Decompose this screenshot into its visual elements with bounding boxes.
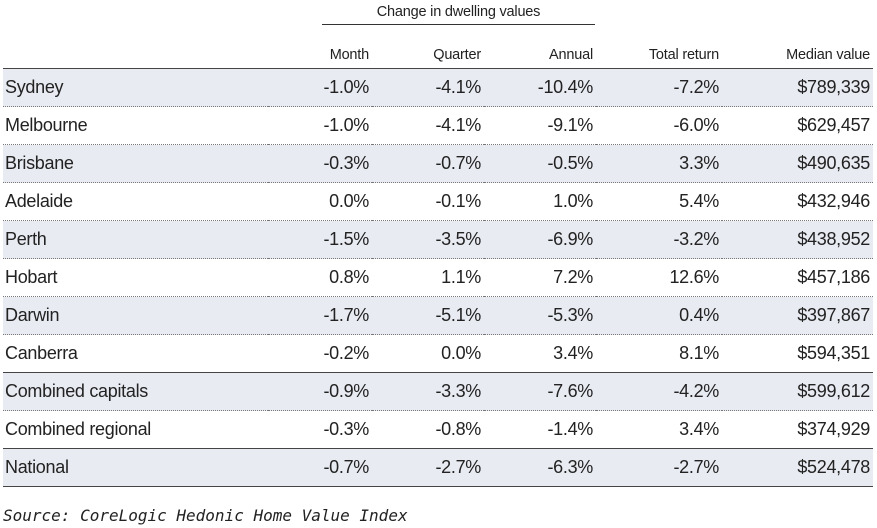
region-name: National: [3, 448, 268, 487]
quarter-change: -0.7%: [372, 144, 484, 183]
annual-change: -1.4%: [484, 410, 596, 449]
table-header-row: Month Quarter Annual Total return Median…: [3, 26, 873, 69]
column-header-quarter: Quarter: [372, 26, 484, 69]
median-value: $599,612: [722, 372, 873, 411]
column-header-region: [3, 26, 268, 69]
month-change: -0.7%: [268, 448, 372, 487]
median-value: $490,635: [722, 144, 873, 183]
median-value: $397,867: [722, 296, 873, 335]
median-value: $438,952: [722, 220, 873, 259]
column-header-annual: Annual: [484, 26, 596, 69]
annual-change: -6.3%: [484, 448, 596, 487]
region-name: Brisbane: [3, 144, 268, 183]
region-name: Sydney: [3, 68, 268, 107]
month-change: -1.0%: [268, 106, 372, 145]
quarter-change: 0.0%: [372, 334, 484, 373]
table-row: Combined regional -0.3% -0.8% -1.4% 3.4%…: [3, 410, 873, 449]
month-change: -1.7%: [268, 296, 372, 335]
median-value: $629,457: [722, 106, 873, 145]
month-change: -1.0%: [268, 68, 372, 107]
quarter-change: -3.5%: [372, 220, 484, 259]
table-row: Darwin -1.7% -5.1% -5.3% 0.4% $397,867: [3, 296, 873, 335]
annual-change: -7.6%: [484, 372, 596, 411]
total-return: 12.6%: [596, 258, 722, 297]
quarter-change: -2.7%: [372, 448, 484, 487]
quarter-change: 1.1%: [372, 258, 484, 297]
median-value: $374,929: [722, 410, 873, 449]
group-header-change-in-dwelling-values: Change in dwelling values: [322, 2, 595, 25]
total-return: -2.7%: [596, 448, 722, 487]
table-row: Adelaide 0.0% -0.1% 1.0% 5.4% $432,946: [3, 182, 873, 221]
total-return: 3.3%: [596, 144, 722, 183]
month-change: -0.3%: [268, 144, 372, 183]
annual-change: 1.0%: [484, 182, 596, 221]
quarter-change: -4.1%: [372, 106, 484, 145]
quarter-change: -0.8%: [372, 410, 484, 449]
table-row: Canberra -0.2% 0.0% 3.4% 8.1% $594,351: [3, 334, 873, 373]
table-row: Brisbane -0.3% -0.7% -0.5% 3.3% $490,635: [3, 144, 873, 183]
month-change: -1.5%: [268, 220, 372, 259]
source-note: Source: CoreLogic Hedonic Home Value Ind…: [3, 506, 408, 525]
annual-change: 3.4%: [484, 334, 596, 373]
quarter-change: -0.1%: [372, 182, 484, 221]
total-return: 0.4%: [596, 296, 722, 335]
median-value: $457,186: [722, 258, 873, 297]
table-row: Melbourne -1.0% -4.1% -9.1% -6.0% $629,4…: [3, 106, 873, 145]
table-row: Perth -1.5% -3.5% -6.9% -3.2% $438,952: [3, 220, 873, 259]
total-return: -7.2%: [596, 68, 722, 107]
median-value: $432,946: [722, 182, 873, 221]
annual-change: -10.4%: [484, 68, 596, 107]
annual-change: -0.5%: [484, 144, 596, 183]
region-name: Combined capitals: [3, 372, 268, 411]
annual-change: -6.9%: [484, 220, 596, 259]
region-name: Hobart: [3, 258, 268, 297]
region-name: Canberra: [3, 334, 268, 373]
column-header-median-value: Median value: [722, 26, 873, 69]
annual-change: -9.1%: [484, 106, 596, 145]
annual-change: 7.2%: [484, 258, 596, 297]
total-return: 8.1%: [596, 334, 722, 373]
total-return: 5.4%: [596, 182, 722, 221]
total-return: -4.2%: [596, 372, 722, 411]
quarter-change: -5.1%: [372, 296, 484, 335]
median-value: $789,339: [722, 68, 873, 107]
month-change: -0.3%: [268, 410, 372, 449]
column-header-total-return: Total return: [596, 26, 722, 69]
table-row: National -0.7% -2.7% -6.3% -2.7% $524,47…: [3, 448, 873, 487]
quarter-change: -4.1%: [372, 68, 484, 107]
total-return: 3.4%: [596, 410, 722, 449]
month-change: -0.2%: [268, 334, 372, 373]
median-value: $594,351: [722, 334, 873, 373]
median-value: $524,478: [722, 448, 873, 487]
month-change: 0.8%: [268, 258, 372, 297]
region-name: Melbourne: [3, 106, 268, 145]
column-header-month: Month: [268, 26, 372, 69]
table-row: Hobart 0.8% 1.1% 7.2% 12.6% $457,186: [3, 258, 873, 297]
month-change: 0.0%: [268, 182, 372, 221]
annual-change: -5.3%: [484, 296, 596, 335]
region-name: Combined regional: [3, 410, 268, 449]
total-return: -6.0%: [596, 106, 722, 145]
quarter-change: -3.3%: [372, 372, 484, 411]
table-row: Combined capitals -0.9% -3.3% -7.6% -4.2…: [3, 372, 873, 411]
dwelling-values-table: Month Quarter Annual Total return Median…: [3, 26, 873, 487]
region-name: Adelaide: [3, 182, 268, 221]
region-name: Darwin: [3, 296, 268, 335]
region-name: Perth: [3, 220, 268, 259]
table-row: Sydney -1.0% -4.1% -10.4% -7.2% $789,339: [3, 68, 873, 107]
month-change: -0.9%: [268, 372, 372, 411]
total-return: -3.2%: [596, 220, 722, 259]
